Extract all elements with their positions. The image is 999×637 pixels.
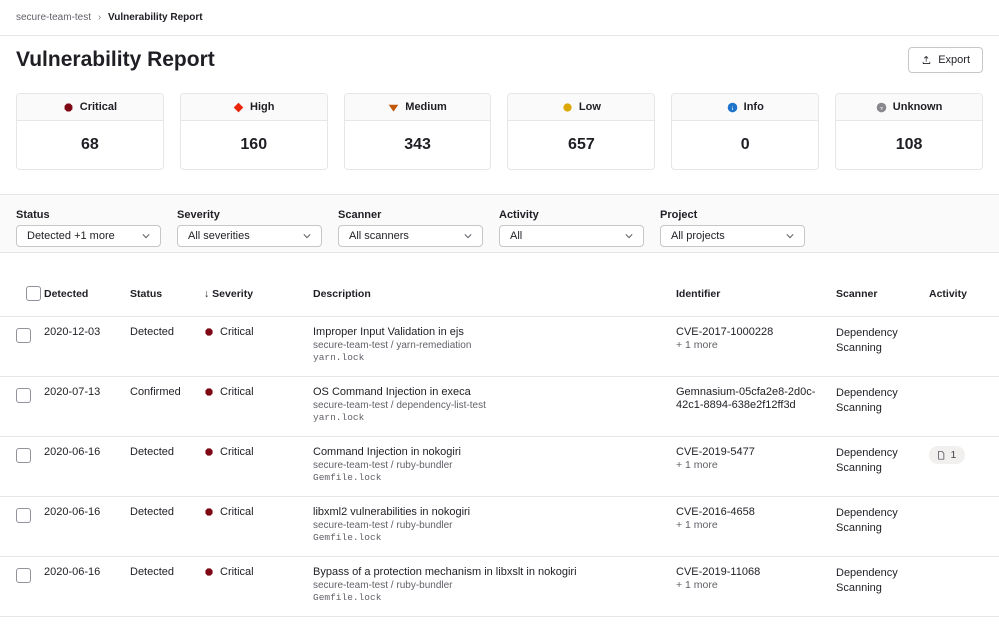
svg-text:i: i xyxy=(731,105,732,111)
svg-text:?: ? xyxy=(880,105,883,111)
